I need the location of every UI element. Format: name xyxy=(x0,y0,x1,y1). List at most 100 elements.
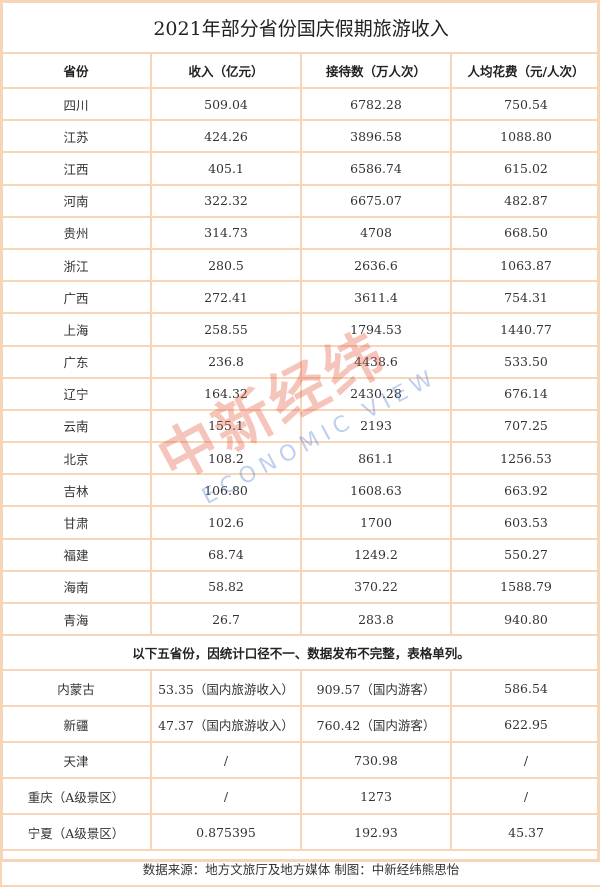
table-row: 广西 272.41 3611.4 754.31 xyxy=(0,280,600,315)
table-row: 宁夏（A级景区） 0.875395 192.93 45.37 xyxy=(0,813,600,852)
cell-province: 广东 xyxy=(0,344,152,379)
cell-visitors: 4438.6 xyxy=(300,344,452,379)
cell-province: 江苏 xyxy=(0,119,152,154)
cell-province: 辽宁 xyxy=(0,376,152,411)
cell-per-capita: 940.80 xyxy=(449,601,600,637)
cell-province: 云南 xyxy=(0,408,152,444)
cell-visitors: 2636.6 xyxy=(300,247,452,283)
table-row: 辽宁 164.32 2430.28 676.14 xyxy=(0,376,600,411)
cell-per-capita: 586.54 xyxy=(449,669,600,708)
cell-per-capita: 615.02 xyxy=(449,151,600,186)
cell-per-capita: 482.87 xyxy=(449,183,600,218)
cell-per-capita: 668.50 xyxy=(449,215,600,250)
cell-income: 236.8 xyxy=(150,344,302,379)
table-frame xyxy=(0,0,600,862)
cell-province: 内蒙古 xyxy=(0,669,152,708)
cell-income: 424.26 xyxy=(150,119,302,154)
cell-per-capita: 1256.53 xyxy=(449,441,600,476)
cell-province: 贵州 xyxy=(0,215,152,250)
cell-per-capita: 1440.77 xyxy=(449,312,600,347)
table-title: 2021年部分省份国庆假期旅游收入 xyxy=(0,0,600,54)
cell-income: 102.6 xyxy=(150,505,302,540)
table-row: 福建 68.74 1249.2 550.27 xyxy=(0,537,600,572)
cell-income: / xyxy=(150,777,302,816)
cell-visitors: 370.22 xyxy=(300,569,452,605)
header-visitors: 接待数（万人次） xyxy=(300,52,452,89)
table-row: 江西 405.1 6586.74 615.02 xyxy=(0,151,600,186)
cell-income: 280.5 xyxy=(150,247,302,283)
cell-province: 青海 xyxy=(0,601,152,637)
table-row: 北京 108.2 861.1 1256.53 xyxy=(0,441,600,476)
header-income: 收入（亿元） xyxy=(150,52,302,89)
cell-income: 322.32 xyxy=(150,183,302,218)
cell-per-capita: 676.14 xyxy=(449,376,600,411)
cell-per-capita: 1063.87 xyxy=(449,247,600,283)
table-row: 天津/730.98/ xyxy=(0,741,600,780)
cell-per-capita: 603.53 xyxy=(449,505,600,540)
table-row: 新疆 47.37（国内旅游收入） 760.42（国内游客） 622.95 xyxy=(0,705,600,744)
cell-visitors: 1273 xyxy=(300,777,452,816)
cell-income: 106.80 xyxy=(150,473,302,508)
cell-per-capita: / xyxy=(449,777,600,816)
cell-per-capita: / xyxy=(449,741,600,780)
header-province: 省份 xyxy=(0,52,152,89)
table-row: 海南 58.82 370.22 1588.79 xyxy=(0,569,600,605)
table-row: 内蒙古 53.35（国内旅游收入） 909.57（国内游客） 586.54 xyxy=(0,669,600,708)
cell-visitors: 1794.53 xyxy=(300,312,452,347)
cell-per-capita: 663.92 xyxy=(449,473,600,508)
cell-visitors: 3611.4 xyxy=(300,280,452,315)
cell-province: 吉林 xyxy=(0,473,152,508)
table-row: 浙江 280.5 2636.6 1063.87 xyxy=(0,247,600,283)
cell-income: 509.04 xyxy=(150,86,302,122)
cell-per-capita: 550.27 xyxy=(449,537,600,572)
cell-province: 广西 xyxy=(0,280,152,315)
cell-income: 155.1 xyxy=(150,408,302,444)
table-row: 吉林 106.80 1608.63 663.92 xyxy=(0,473,600,508)
cell-visitors: 760.42（国内游客） xyxy=(300,705,452,744)
cell-visitors: 2430.28 xyxy=(300,376,452,411)
cell-income: 405.1 xyxy=(150,151,302,186)
cell-visitors: 730.98 xyxy=(300,741,452,780)
cell-income: 58.82 xyxy=(150,569,302,605)
cell-visitors: 909.57（国内游客） xyxy=(300,669,452,708)
cell-visitors: 1700 xyxy=(300,505,452,540)
cell-visitors: 283.8 xyxy=(300,601,452,637)
cell-per-capita: 754.31 xyxy=(449,280,600,315)
cell-income: 68.74 xyxy=(150,537,302,572)
cell-per-capita: 750.54 xyxy=(449,86,600,122)
table-row: 甘肃 102.6 1700 603.53 xyxy=(0,505,600,540)
cell-visitors: 1249.2 xyxy=(300,537,452,572)
cell-per-capita: 533.50 xyxy=(449,344,600,379)
cell-income: 47.37（国内旅游收入） xyxy=(150,705,302,744)
cell-visitors: 2193 xyxy=(300,408,452,444)
cell-province: 浙江 xyxy=(0,247,152,283)
cell-income: 53.35（国内旅游收入） xyxy=(150,669,302,708)
cell-per-capita: 45.37 xyxy=(449,813,600,852)
cell-per-capita: 1588.79 xyxy=(449,569,600,605)
table-row: 江苏 424.26 3896.58 1088.80 xyxy=(0,119,600,154)
cell-province: 江西 xyxy=(0,151,152,186)
table-row: 贵州 314.73 4708 668.50 xyxy=(0,215,600,250)
cell-visitors: 861.1 xyxy=(300,441,452,476)
cell-visitors: 6586.74 xyxy=(300,151,452,186)
cell-visitors: 6675.07 xyxy=(300,183,452,218)
cell-income: 0.875395 xyxy=(150,813,302,852)
cell-province: 福建 xyxy=(0,537,152,572)
cell-income: 314.73 xyxy=(150,215,302,250)
cell-per-capita: 622.95 xyxy=(449,705,600,744)
table-row: 广东 236.8 4438.6 533.50 xyxy=(0,344,600,379)
table-row: 四川 509.04 6782.28 750.54 xyxy=(0,86,600,122)
table-row: 重庆（A级景区）/1273/ xyxy=(0,777,600,816)
cell-income: 258.55 xyxy=(150,312,302,347)
cell-per-capita: 707.25 xyxy=(449,408,600,444)
cell-province: 海南 xyxy=(0,569,152,605)
cell-visitors: 3896.58 xyxy=(300,119,452,154)
cell-income: 164.32 xyxy=(150,376,302,411)
cell-visitors: 192.93 xyxy=(300,813,452,852)
cell-province: 宁夏（A级景区） xyxy=(0,813,152,852)
table-row: 云南 155.1 2193 707.25 xyxy=(0,408,600,444)
cell-province: 北京 xyxy=(0,441,152,476)
cell-visitors: 4708 xyxy=(300,215,452,250)
cell-visitors: 1608.63 xyxy=(300,473,452,508)
